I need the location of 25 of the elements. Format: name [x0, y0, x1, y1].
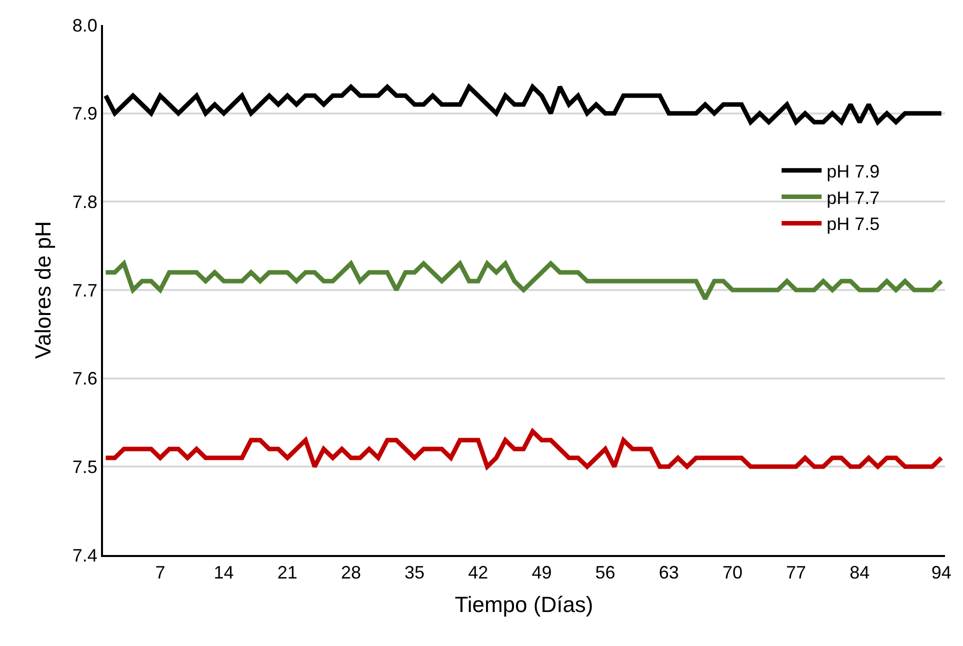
y-tick-label: 7.5 [72, 456, 98, 477]
x-tick-label: 7 [155, 562, 166, 583]
legend-label: pH 7.7 [826, 188, 880, 208]
x-tick-label: 84 [850, 562, 870, 583]
x-tick-label: 14 [214, 562, 234, 583]
y-tick-label: 7.8 [72, 192, 98, 212]
y-tick-label: 7.7 [72, 280, 98, 300]
legend-label: pH 7.9 [826, 161, 880, 182]
y-axis-title: Valores de pH [30, 221, 56, 359]
x-tick-label: 63 [658, 562, 679, 583]
x-tick-label: 94 [931, 562, 952, 583]
x-tick-label: 49 [532, 562, 552, 583]
legend-label: pH 7.5 [826, 214, 880, 234]
y-tick-label: 7.9 [72, 104, 98, 124]
x-tick-label: 70 [722, 562, 742, 583]
x-tick-label: 42 [468, 562, 488, 583]
x-tick-label: 35 [404, 562, 425, 583]
y-tick-label: 8.0 [72, 15, 98, 36]
y-tick-label: 7.6 [72, 368, 98, 389]
x-axis-title: Tiempo (Días) [454, 592, 594, 617]
x-tick-label: 77 [786, 562, 806, 583]
x-tick-label: 56 [595, 562, 616, 583]
x-tick-label: 21 [277, 562, 298, 583]
x-tick-label: 28 [340, 562, 361, 583]
y-tick-label: 7.4 [72, 545, 98, 566]
